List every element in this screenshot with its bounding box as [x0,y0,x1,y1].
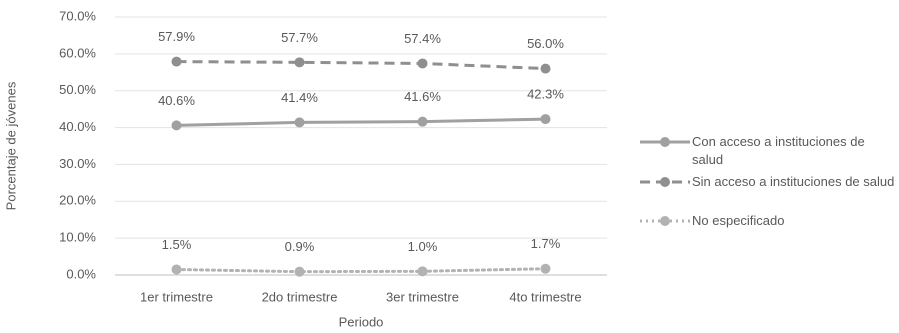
data-label: 57.4% [404,31,441,46]
series-line [176,117,546,127]
data-label: 40.6% [158,93,195,108]
y-tick-label: 10.0% [59,230,96,245]
data-point [417,266,428,277]
legend-marker [660,177,670,187]
data-point [171,56,182,67]
data-point [540,114,551,125]
data-point [171,264,182,275]
legend-label: Con acceso a instituciones de salud [692,134,865,167]
data-point [294,266,305,277]
x-tick-label: 3er trimestre [386,289,459,304]
data-label: 41.6% [404,89,441,104]
data-label: 1.7% [531,236,561,251]
x-tick-label: 4to trimestre [509,289,581,304]
data-point [417,116,428,127]
y-tick-label: 0.0% [66,266,96,281]
y-tick-label: 60.0% [59,45,96,60]
y-tick-label: 70.0% [59,8,96,23]
legend-swatch [640,137,690,147]
y-axis-title: Porcentaje de jóvenes [3,81,18,210]
data-point [540,263,551,274]
data-label: 57.7% [281,30,318,45]
data-label: 1.0% [408,239,438,254]
data-label: 42.3% [527,87,564,102]
legend-label: Sin acceso a instituciones de salud [692,174,895,189]
data-label: 0.9% [285,239,315,254]
legend-swatch [640,216,690,226]
y-tick-label: 30.0% [59,156,96,171]
legend-swatch [640,177,690,187]
data-label: 56.0% [527,36,564,51]
data-point [171,120,182,131]
series-line [175,267,547,274]
x-axis-title: Periodo [339,314,384,329]
x-tick-label: 2do trimestre [262,289,338,304]
data-label: 41.4% [281,90,318,105]
x-tick-label: 1er trimestre [140,289,213,304]
legend-item: Con acceso a instituciones de salud [640,133,897,169]
legend-marker [660,137,670,147]
data-point [540,63,551,74]
series-line [176,60,546,71]
data-label: 1.5% [162,237,192,252]
data-point [294,57,305,68]
data-point [417,58,428,69]
y-tick-label: 50.0% [59,82,96,97]
y-tick-label: 20.0% [59,193,96,208]
data-point [294,117,305,128]
legend-label: No especificado [692,213,785,228]
legend-item: Sin acceso a instituciones de salud [640,173,897,191]
legend-item: No especificado [640,212,897,230]
y-tick-label: 40.0% [59,119,96,134]
legend-marker [660,216,670,226]
data-label: 57.9% [158,29,195,44]
